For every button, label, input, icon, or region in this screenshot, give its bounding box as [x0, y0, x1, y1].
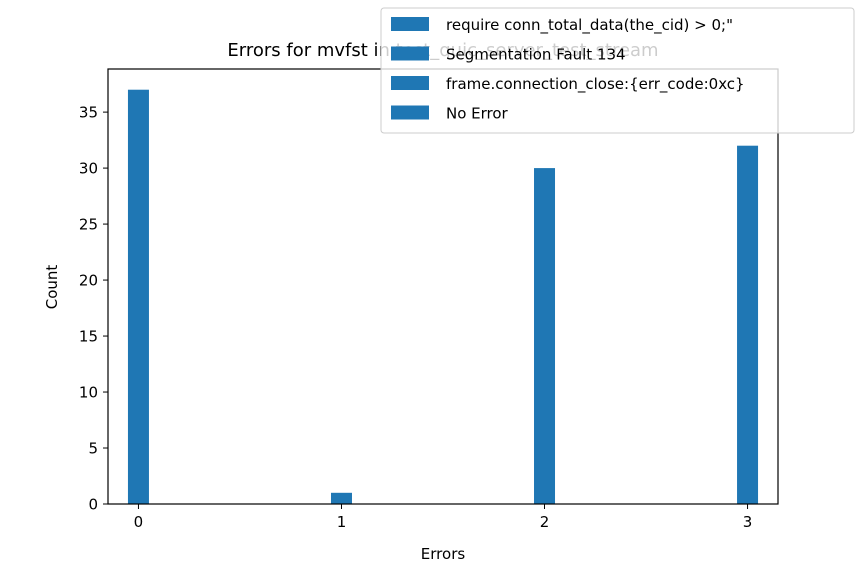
y-tick-label: 20	[79, 272, 98, 290]
y-axis-title: Count	[43, 265, 61, 310]
y-tick-label: 35	[79, 104, 98, 122]
x-axis-title: Errors	[421, 545, 466, 563]
x-tick-label: 0	[134, 513, 144, 531]
legend-swatch	[391, 46, 429, 61]
legend-label: Segmentation Fault 134	[446, 46, 626, 64]
legend-swatch	[391, 105, 429, 120]
legend-swatch	[391, 17, 429, 31]
y-tick-label: 0	[88, 496, 98, 514]
x-tick-label: 3	[743, 513, 753, 531]
bars-group	[127, 89, 759, 505]
plot-frame	[107, 68, 779, 505]
bar-2	[534, 168, 556, 505]
y-tick-label: 30	[79, 160, 98, 178]
y-tick-label: 25	[79, 216, 98, 234]
legend-swatch	[391, 76, 429, 90]
y-tick-label: 5	[88, 440, 98, 458]
legend-box	[380, 7, 855, 134]
y-tick-label: 15	[79, 328, 98, 346]
x-tick-label: 1	[337, 513, 347, 531]
legend-label: No Error	[446, 105, 509, 123]
bar-3	[737, 145, 759, 504]
bar-0	[127, 89, 149, 504]
legend-label: frame.connection_close:{err_code:0xc}	[446, 75, 745, 94]
y-tick-label: 10	[79, 384, 98, 402]
x-axis-ticks: 0 1 2 3	[134, 504, 753, 531]
legend: require conn_total_data(the_cid) > 0;" Se…	[380, 7, 855, 134]
y-axis-ticks: 0 5 10 15 20 25 30 35	[79, 104, 108, 514]
x-tick-label: 2	[540, 513, 550, 531]
bar-1	[330, 492, 352, 504]
legend-label: require conn_total_data(the_cid) > 0;"	[446, 16, 733, 35]
